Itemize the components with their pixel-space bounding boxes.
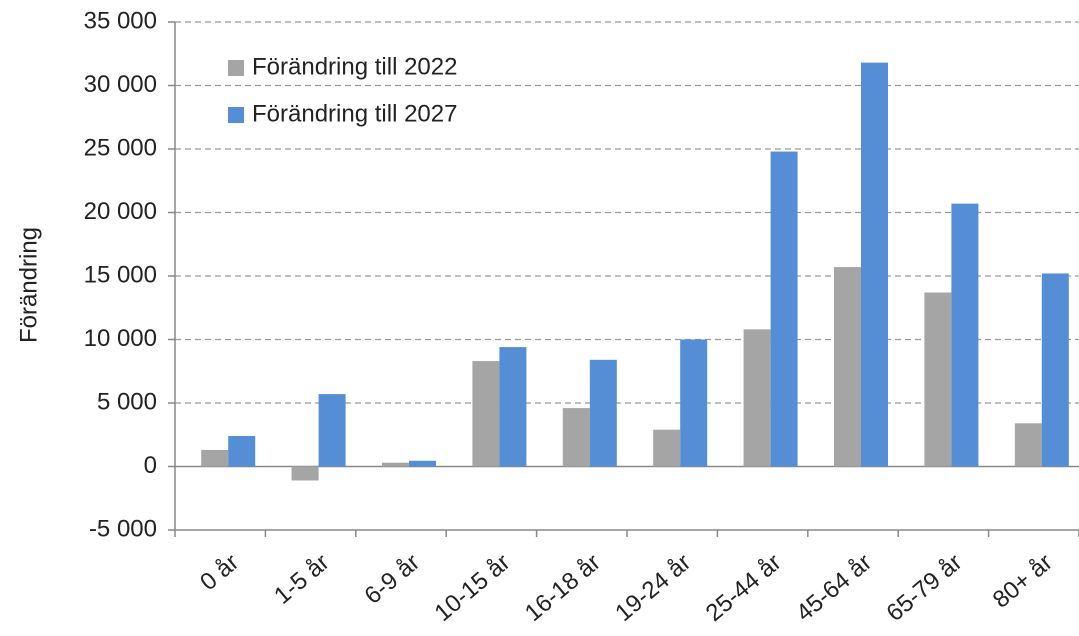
x-tick-label: 10-15 år	[430, 549, 516, 627]
bar	[589, 359, 617, 467]
y-tick-label: 35 000	[84, 7, 157, 34]
legend-label: Förändring till 2027	[252, 100, 457, 127]
x-tick-label: 80+ år	[988, 549, 1058, 614]
bar	[382, 462, 409, 467]
x-tick-label: 45-64 år	[791, 549, 877, 627]
bar	[228, 436, 256, 467]
y-tick-label: 0	[144, 452, 157, 479]
y-tick-label: 20 000	[84, 198, 157, 225]
bar	[770, 151, 798, 467]
x-tick-label: 25-44 år	[701, 549, 787, 627]
bar	[201, 449, 229, 467]
legend-label: Förändring till 2022	[252, 53, 457, 80]
bar	[743, 329, 771, 467]
x-tick-label: 19-24 år	[610, 549, 696, 627]
bar	[1041, 273, 1069, 467]
bar	[680, 339, 708, 467]
legend-swatch	[228, 60, 244, 76]
y-tick-label: -5 000	[89, 515, 157, 542]
bar	[562, 408, 590, 467]
bar	[951, 203, 979, 467]
legend-swatch	[228, 107, 244, 123]
y-tick-label: 15 000	[84, 261, 157, 288]
x-tick-label: 65-79 år	[882, 549, 968, 627]
bar	[409, 460, 436, 467]
bar	[318, 394, 346, 467]
bar	[472, 361, 500, 467]
bar	[924, 292, 952, 467]
bar	[834, 267, 861, 467]
bar	[653, 429, 681, 467]
bar	[1014, 423, 1042, 467]
x-tick-label: 0 år	[195, 549, 244, 596]
x-tick-label: 6-9 år	[360, 549, 425, 610]
bar	[861, 62, 888, 467]
bar	[291, 466, 319, 481]
y-tick-label: 10 000	[84, 325, 157, 352]
y-tick-label: 30 000	[84, 71, 157, 98]
x-tick-label: 16-18 år	[520, 549, 606, 627]
y-axis-label: Förändring	[15, 227, 42, 343]
y-tick-label: 25 000	[84, 134, 157, 161]
bar	[499, 347, 527, 467]
x-tick-label: 1-5 år	[269, 549, 334, 610]
y-tick-label: 5 000	[97, 388, 157, 415]
